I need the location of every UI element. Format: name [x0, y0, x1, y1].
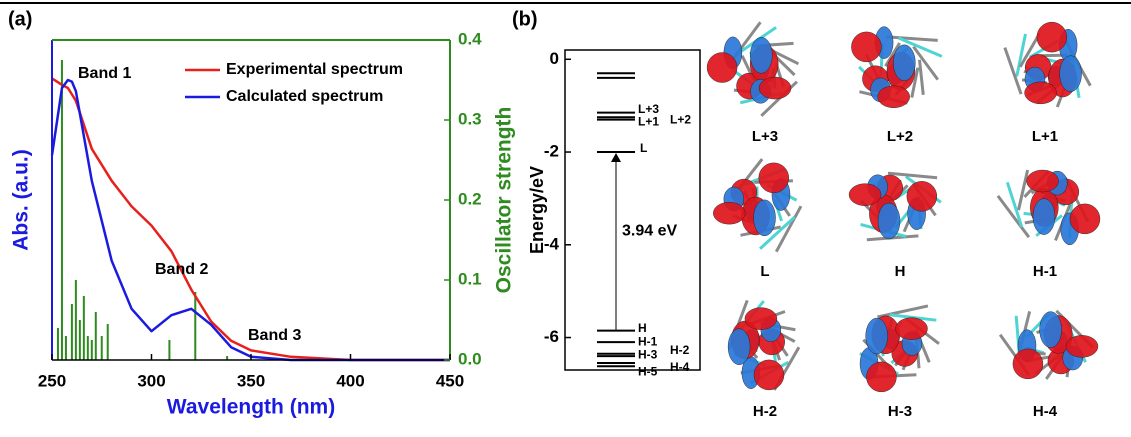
legend-label: Experimental spectrum [226, 61, 403, 78]
orbital-image [849, 173, 941, 239]
lobe [1066, 335, 1098, 357]
orbital-label: H-2 [753, 403, 777, 420]
band-label: Band 2 [155, 261, 208, 278]
orbital-label: L+1 [1032, 128, 1058, 145]
panel-label: (a) [8, 8, 32, 30]
lobe [866, 362, 896, 392]
y2-tick-label: 0.1 [458, 269, 482, 288]
x-tick-label: 400 [336, 371, 364, 390]
bond [1018, 170, 1027, 210]
level-label: H-1 [638, 334, 658, 348]
orbital-image [1005, 22, 1091, 107]
lobe [878, 86, 910, 108]
y-axis-label: Abs. (a.u.) [10, 149, 33, 251]
lobe [1037, 22, 1067, 52]
lobe [713, 202, 745, 224]
lobe [1025, 82, 1057, 104]
figure: (a) Experimental spectrum Calculated spect… [0, 0, 1131, 432]
orbital-label: H-4 [1033, 403, 1058, 420]
lobe [896, 318, 928, 340]
lobe [707, 53, 737, 83]
y-tick-label: 0 [550, 49, 559, 68]
level-label: H-3 [638, 347, 658, 361]
arrow-head [611, 153, 621, 162]
orbital-label: H [895, 263, 906, 280]
lobe [754, 360, 784, 390]
orbital-image [851, 27, 941, 108]
lobe [849, 184, 881, 206]
orbital-image [728, 300, 799, 390]
spectrum-line [52, 80, 450, 360]
y2-tick-label: 0.2 [458, 189, 482, 208]
legend-label: Calculated spectrum [226, 88, 383, 105]
plot-frame [565, 50, 700, 370]
x-axis-label: Wavelength (nm) [167, 396, 335, 419]
lobe [759, 163, 789, 193]
lobe [878, 203, 900, 239]
lobe [1013, 349, 1043, 379]
level-label: L+1 [638, 115, 659, 129]
y2-tick-label: 0.3 [458, 109, 482, 128]
orbital-label: L+3 [752, 128, 778, 145]
orbital-image [707, 22, 798, 116]
y2-tick-label: 0.4 [458, 29, 482, 48]
orbital-label: L [760, 263, 769, 280]
lobe [866, 318, 888, 354]
orbital-image [713, 159, 801, 252]
level-label: H-4 [670, 360, 690, 374]
y2-tick-label: 0.0 [458, 349, 482, 368]
lobe [750, 37, 772, 73]
x-tick-label: 250 [38, 371, 66, 390]
level-label: H-2 [670, 343, 690, 357]
lobe [1060, 56, 1082, 92]
orbital-label: H-3 [888, 403, 912, 420]
lobe [1040, 312, 1062, 348]
y-tick-label: -2 [544, 142, 559, 161]
orbital-image [1000, 311, 1098, 379]
gap-label: 3.94 eV [622, 223, 677, 240]
bond [1017, 34, 1026, 77]
x-tick-label: 450 [436, 371, 464, 390]
lobe [1033, 199, 1055, 235]
orbital-image [998, 170, 1100, 245]
lobe [851, 32, 881, 62]
panel-label: (b) [512, 8, 538, 30]
y-tick-label: -6 [544, 327, 559, 346]
level-label: L+2 [670, 112, 691, 126]
x-tick-label: 350 [237, 371, 265, 390]
band-label: Band 1 [78, 65, 131, 82]
y2-axis-label: Oscillator strength [493, 107, 516, 294]
lobe [1070, 204, 1100, 234]
bond [919, 60, 923, 95]
orbital-label: H-1 [1033, 263, 1057, 280]
lobe [754, 200, 776, 236]
level-label: L+3 [638, 102, 659, 116]
level-label: H-5 [638, 364, 658, 378]
lobe [1027, 170, 1059, 192]
orbital-image [860, 306, 939, 392]
lobe [745, 308, 777, 330]
bond [886, 37, 938, 41]
lobe [759, 77, 791, 99]
level-label: H [638, 321, 647, 335]
y-axis-label: Energy/eV [527, 166, 547, 254]
lobe [907, 181, 937, 211]
orbital-label: L+2 [887, 128, 913, 145]
x-tick-label: 300 [137, 371, 165, 390]
lobe [728, 329, 750, 365]
level-label: L [640, 141, 647, 155]
band-label: Band 3 [248, 327, 301, 344]
spectrum-line [52, 78, 450, 360]
lobe [893, 45, 915, 81]
